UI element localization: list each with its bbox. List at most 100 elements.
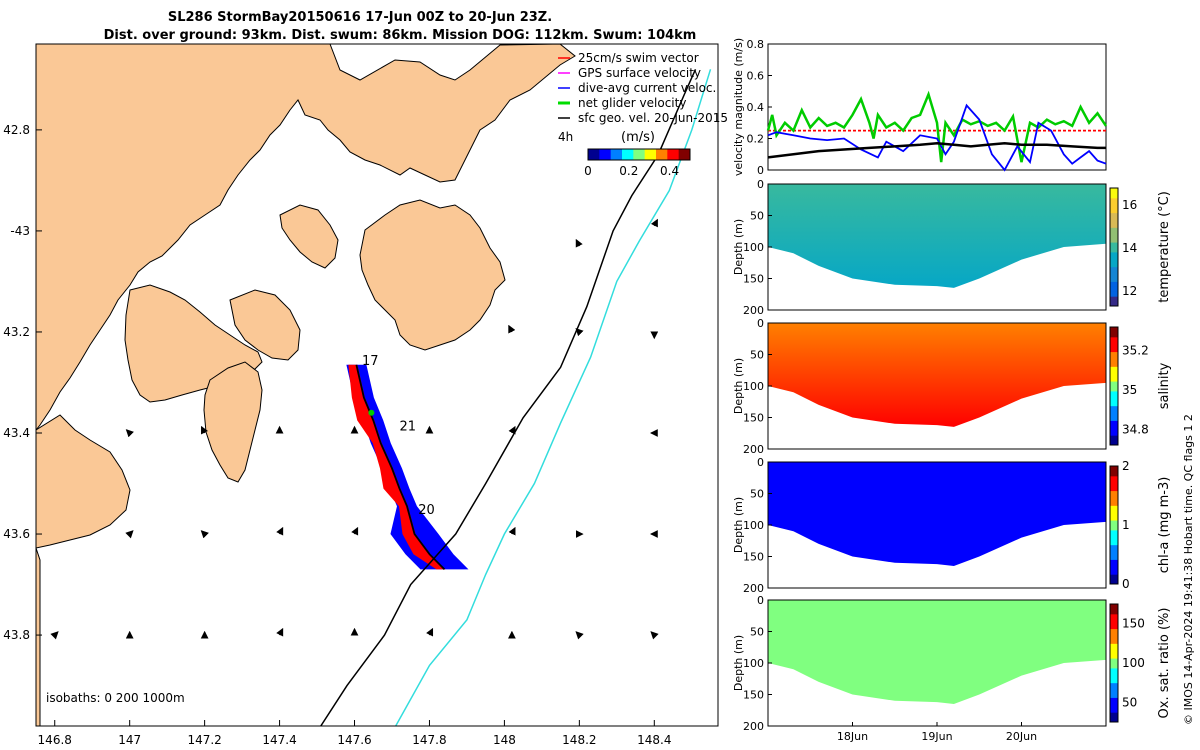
geo-velocity-vector: [276, 627, 284, 637]
section-colorbar-segment: [1110, 628, 1118, 634]
section-colorbar-segment: [1110, 559, 1118, 565]
section-colorbar-label: Ox. sat. ratio (%): [1157, 608, 1172, 719]
section-y-label: Depth (m): [732, 358, 745, 414]
section-colorbar-segment: [1110, 371, 1118, 377]
section-colorbar-segment: [1110, 520, 1118, 526]
section-colorbar-segment: [1110, 485, 1118, 492]
section-colorbar-segment: [1110, 525, 1118, 531]
geo-velocity-vector: [351, 526, 359, 536]
section-colorbar-segment: [1110, 237, 1118, 243]
geo-velocity-vector: [201, 425, 209, 435]
section-colorbar-segment: [1110, 564, 1118, 570]
map-x-tick-label: 148: [493, 733, 516, 747]
section-y-tick-label: 100: [743, 380, 764, 393]
section-colorbar-segment: [1110, 663, 1118, 669]
colorbar-tick-label: 0.4: [660, 164, 679, 178]
section-colorbar-tick-label: 35.2: [1122, 344, 1149, 358]
section-colorbar-segment: [1110, 466, 1118, 472]
geo-velocity-vector: [650, 631, 659, 640]
section-colorbar-segment: [1110, 697, 1118, 703]
geo-velocity-vector: [650, 218, 658, 228]
map-axes: 146.8 147 147.2 147.4 147.6 147.8 148 148.2 148.…: [3, 123, 671, 747]
section-colorbar-segment: [1110, 415, 1118, 421]
section-panel: 0 50 100 150 200 Depth (m) 12 14 16 temperature (…: [732, 178, 1172, 317]
section-colorbar-tick-label: 34.8: [1122, 422, 1149, 436]
colorbar-segment: [622, 149, 634, 160]
colorbar-label: (m/s): [621, 130, 655, 145]
section-colorbar-segment: [1110, 420, 1118, 426]
section-colorbar-segment: [1110, 346, 1118, 353]
map-y-tick-label: 43.6: [3, 527, 30, 541]
section-colorbar-segment: [1110, 677, 1118, 684]
map-x-tick-label: 147.4: [262, 733, 296, 747]
land-peninsula-east: [359, 199, 506, 351]
map-x-tick-label: 148.2: [562, 733, 596, 747]
section-y-label: Depth (m): [732, 219, 745, 275]
geo-velocity-vector: [200, 530, 209, 539]
section-colorbar-segment: [1110, 579, 1118, 585]
section-colorbar-segment: [1110, 400, 1118, 407]
map-x-tick-label: 147.8: [412, 733, 446, 747]
section-colorbar-segment: [1110, 702, 1118, 708]
section-colorbar-label: temperature (°C): [1157, 191, 1172, 303]
section-y-tick-label: 100: [743, 241, 764, 254]
map-y-tick-label: -43: [10, 224, 30, 238]
section-y-tick-label: 50: [750, 488, 764, 501]
colorbar-tick-label: 0: [584, 164, 592, 178]
velocity-y-tick-label: 0.8: [747, 38, 765, 51]
section-colorbar-segment: [1110, 500, 1118, 506]
section-y-tick-label: 200: [743, 443, 764, 456]
section-data-fill: [768, 462, 1106, 566]
section-y-tick-label: 50: [750, 210, 764, 223]
colorbar-segment: [644, 149, 657, 160]
section-colorbar-segment: [1110, 242, 1118, 248]
section-colorbar-segment: [1110, 291, 1118, 297]
section-y-tick-label: 200: [743, 720, 764, 733]
geo-velocity-vector: [575, 328, 584, 337]
section-data-fill: [768, 600, 1106, 704]
section-colorbar-segment: [1110, 667, 1118, 674]
section-y-tick-label: 0: [757, 178, 764, 191]
section-colorbar-segment: [1110, 574, 1118, 580]
colorbar-segment: [610, 149, 623, 160]
section-colorbar-segment: [1110, 390, 1118, 397]
credit-label: © IMOS 14-Apr-2024 19:41:38 Hobart time.…: [1182, 414, 1195, 725]
section-panel: 0 50 100 150 200 Depth (m) 50 100 150 Ox. sat. ra…: [732, 594, 1172, 743]
legend-label: 25cm/s swim vector: [578, 51, 699, 65]
map-x-tick-label: 147.6: [337, 733, 371, 747]
section-colorbar-segment: [1110, 251, 1118, 258]
section-colorbar-segment: [1110, 638, 1118, 644]
velocity-y-tick-label: 0.6: [747, 70, 765, 83]
map-y-tick-label: 43.2: [3, 325, 30, 339]
land-peninsula-mid: [279, 204, 339, 269]
section-colorbar-segment: [1110, 692, 1118, 698]
colorbar-segment: [633, 149, 646, 160]
velocity-y-label: velocity magnitude (m/s): [732, 38, 745, 176]
geo-velocity-vector: [508, 324, 516, 334]
section-panel: 0 50 100 150 200 Depth (m) 0 1 2 chl-a (mg m-3): [732, 456, 1172, 595]
section-colorbar-tick-label: 2: [1122, 459, 1130, 473]
geo-velocity-vector: [276, 526, 284, 536]
velocity-series-line: [767, 103, 1107, 172]
colorbar-segment: [678, 149, 691, 160]
section-colorbar-segment: [1110, 534, 1118, 541]
section-colorbar-label: chl-a (mg m-3): [1157, 477, 1172, 574]
chart-title-line1: SL286 StormBay20150616 17-Jun 00Z to 20-…: [167, 10, 553, 25]
velocity-series-line: [767, 141, 1106, 159]
glider-position-marker: [368, 409, 375, 416]
section-colorbar-segment: [1110, 247, 1118, 253]
map-x-tick-label: 146.8: [38, 733, 72, 747]
section-x-tick-label: 18Jun: [837, 730, 868, 743]
map-data-layer: 17 21 20: [50, 68, 712, 726]
section-colorbar-tick-label: 14: [1122, 241, 1137, 255]
section-data-fill: [768, 184, 1106, 288]
section-colorbar-segment: [1110, 327, 1118, 333]
section-colorbar-segment: [1110, 672, 1118, 679]
section-colorbar-segment: [1110, 232, 1118, 238]
section-colorbar-segment: [1110, 227, 1118, 233]
section-colorbar-segment: [1110, 341, 1118, 348]
